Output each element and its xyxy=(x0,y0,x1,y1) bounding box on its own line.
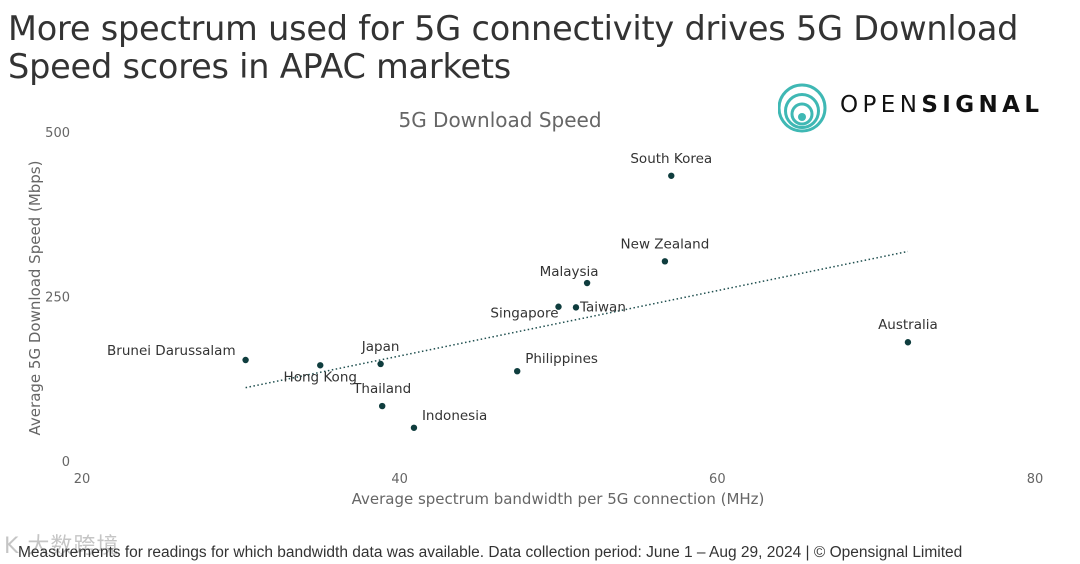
data-point xyxy=(668,172,675,179)
data-point xyxy=(555,303,562,310)
data-label: Singapore xyxy=(490,306,558,322)
data-point xyxy=(377,360,384,368)
wordmark-part-signal: SIGNAL xyxy=(921,92,1044,118)
y-axis-label: Average 5G Download Speed (Mbps) xyxy=(26,161,44,436)
opensignal-logo: OPENSIGNAL xyxy=(777,80,1078,136)
data-label: Indonesia xyxy=(422,408,487,424)
trendline xyxy=(245,250,909,389)
x-tick-label: 40 xyxy=(391,472,408,487)
data-point xyxy=(410,424,418,431)
data-point xyxy=(514,367,521,375)
chart-title: 5G Download Speed xyxy=(398,108,601,132)
data-point xyxy=(242,356,249,364)
data-label: Malaysia xyxy=(540,264,599,280)
data-label: Taiwan xyxy=(579,299,626,315)
data-label: Thailand xyxy=(352,381,411,397)
data-point xyxy=(904,339,912,346)
page-headline: More spectrum used for 5G connectivity d… xyxy=(8,9,1019,86)
wordmark-part-open: OPEN xyxy=(840,92,922,118)
x-tick-label: 60 xyxy=(709,472,726,487)
data-label: South Korea xyxy=(630,151,712,167)
data-point xyxy=(378,402,386,410)
x-tick-label: 20 xyxy=(74,472,91,487)
data-label: Hong Kong xyxy=(284,369,357,385)
y-tick-label: 0 xyxy=(62,455,70,470)
footnote: Measurements for readings for which band… xyxy=(18,544,963,561)
x-axis-label: Average spectrum bandwidth per 5G connec… xyxy=(352,490,765,508)
data-label: Philippines xyxy=(525,351,598,367)
opensignal-rings-icon xyxy=(777,83,827,133)
data-point xyxy=(317,362,324,369)
data-label: Brunei Darussalam xyxy=(107,343,236,359)
opensignal-wordmark: OPENSIGNAL xyxy=(840,92,1043,118)
data-label: Australia xyxy=(878,317,938,333)
x-tick-label: 80 xyxy=(1027,472,1044,487)
y-tick-label: 250 xyxy=(45,291,70,306)
data-label: New Zealand xyxy=(621,236,710,252)
data-point xyxy=(661,258,669,265)
watermark: K 大数跨境 xyxy=(4,534,120,559)
data-point xyxy=(583,279,591,287)
data-label: Japan xyxy=(361,339,400,355)
y-tick-label: 500 xyxy=(45,126,70,141)
data-point xyxy=(572,304,580,311)
